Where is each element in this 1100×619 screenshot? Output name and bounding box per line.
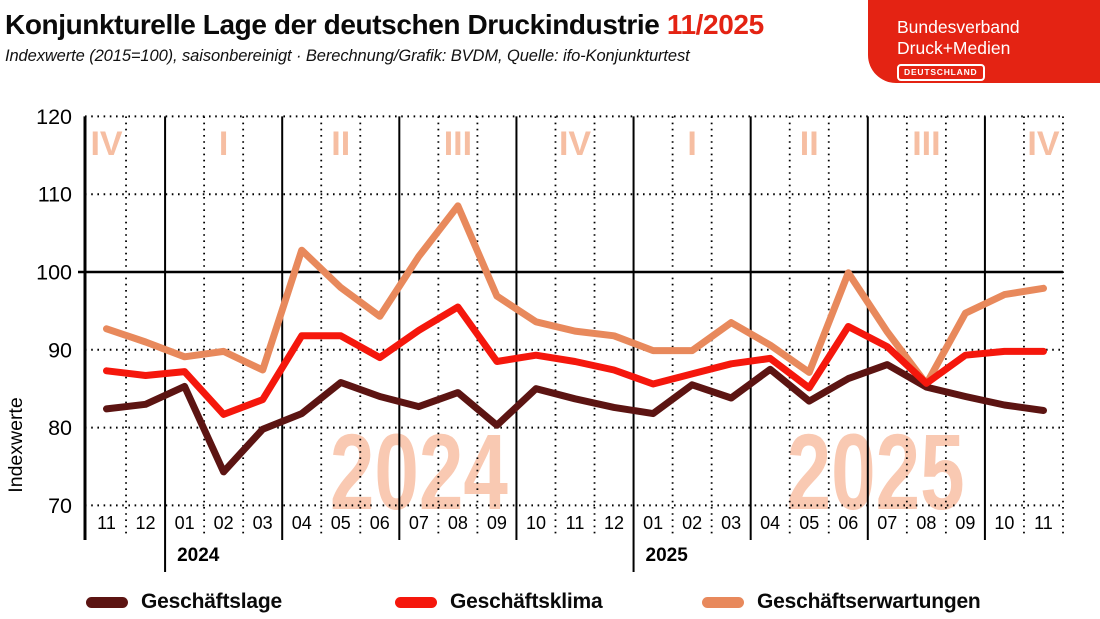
x-tick-label: 04 bbox=[292, 513, 312, 533]
y-axis-title: Indexwerte bbox=[5, 397, 27, 492]
legend-label: Geschäftsklima bbox=[450, 590, 603, 613]
legend-item-geschaeftserwartungen: Geschäftserwartungen bbox=[702, 590, 981, 614]
x-tick-label: 07 bbox=[877, 513, 897, 533]
page-title: Konjunkturelle Lage der deutschen Drucki… bbox=[5, 8, 855, 42]
x-tick-label: 11 bbox=[1034, 513, 1053, 533]
bvdm-logo: Bundesverband Druck+Medien DEUTSCHLAND bbox=[868, 0, 1100, 83]
quarter-label-III: III bbox=[912, 125, 940, 163]
series-line-geschäftserwartungen bbox=[103, 202, 1047, 388]
legend-swatch-geschaeftslage bbox=[86, 596, 128, 608]
x-tick-label: 01 bbox=[175, 513, 195, 533]
x-tick-label: 09 bbox=[487, 513, 507, 533]
x-tick-label: 06 bbox=[370, 513, 390, 533]
quarter-label-I: I bbox=[219, 125, 228, 163]
x-tick-label: 10 bbox=[526, 513, 546, 533]
series-line-geschäftsklima bbox=[103, 303, 1047, 418]
legend-label: Geschäftslage bbox=[141, 590, 282, 613]
y-tick-label: 120 bbox=[36, 105, 72, 129]
x-tick-label: 08 bbox=[448, 513, 468, 533]
legend-swatch-geschaeftserwartungen bbox=[702, 596, 744, 608]
legend-swatch-geschaeftsklima bbox=[395, 596, 437, 608]
legend-label: Geschäftserwartungen bbox=[757, 590, 981, 613]
quarter-label-IV: IV bbox=[1027, 125, 1059, 163]
quarter-label-I: I bbox=[687, 125, 696, 163]
legend-item-geschaeftsklima: Geschäftsklima bbox=[395, 590, 603, 614]
year-watermark: 2025 bbox=[787, 411, 965, 532]
x-tick-label: 07 bbox=[409, 513, 429, 533]
title-text: Konjunkturelle Lage der deutschen Drucki… bbox=[5, 9, 660, 40]
quarter-label-IV: IV bbox=[90, 125, 122, 163]
x-tick-label: 06 bbox=[838, 513, 858, 533]
chart-subtitle: Indexwerte (2015=100), saisonbereinigt ·… bbox=[5, 47, 690, 65]
x-tick-label: 10 bbox=[994, 513, 1014, 533]
x-tick-label: 12 bbox=[136, 513, 156, 533]
y-tick-label: 110 bbox=[38, 183, 72, 207]
x-tick-label: 03 bbox=[253, 513, 273, 533]
y-tick-label: 70 bbox=[48, 494, 72, 518]
chart-header: Konjunkturelle Lage der deutschen Drucki… bbox=[5, 8, 855, 66]
logo-country-badge: DEUTSCHLAND bbox=[897, 64, 985, 81]
logo-line1: Bundesverband bbox=[897, 17, 1020, 37]
x-tick-label: 04 bbox=[760, 513, 780, 533]
quarter-label-II: II bbox=[800, 125, 819, 163]
x-tick-label: 02 bbox=[682, 513, 702, 533]
y-tick-label: 80 bbox=[48, 416, 72, 440]
x-tick-label: 11 bbox=[97, 513, 116, 533]
y-tick-label: 90 bbox=[48, 338, 72, 362]
title-period: 11/2025 bbox=[666, 9, 764, 40]
legend-item-geschaeftslage: Geschäftslage bbox=[86, 590, 282, 614]
x-tick-label: 02 bbox=[214, 513, 234, 533]
x-tick-label: 01 bbox=[643, 513, 663, 533]
y-tick-label: 100 bbox=[36, 261, 72, 285]
x-tick-label: 11 bbox=[566, 513, 585, 533]
logo-line2: Druck+Medien bbox=[897, 38, 1011, 58]
x-tick-label: 05 bbox=[799, 513, 819, 533]
quarter-label-III: III bbox=[444, 125, 472, 163]
x-tick-label: 08 bbox=[916, 513, 936, 533]
year-watermark: 2024 bbox=[330, 411, 508, 532]
year-label-2025: 2025 bbox=[646, 545, 689, 566]
x-tick-label: 09 bbox=[955, 513, 975, 533]
x-tick-label: 05 bbox=[331, 513, 351, 533]
x-tick-label: 12 bbox=[604, 513, 624, 533]
quarter-label-IV: IV bbox=[559, 125, 591, 163]
quarter-label-II: II bbox=[331, 125, 350, 163]
year-label-2024: 2024 bbox=[177, 545, 220, 566]
x-tick-label: 03 bbox=[721, 513, 741, 533]
series-line-geschäftslage bbox=[103, 361, 1047, 476]
